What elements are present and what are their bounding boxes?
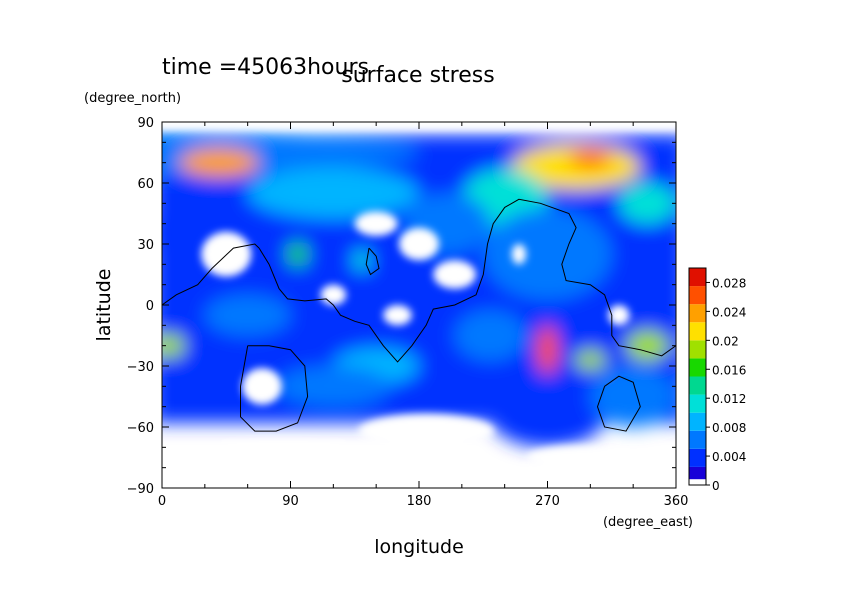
coastline bbox=[596, 375, 641, 432]
colorbar-band bbox=[689, 376, 706, 395]
colorbar-label: 0.028 bbox=[712, 276, 746, 290]
colorbar-frame bbox=[688, 267, 707, 486]
x-axis-label: longitude bbox=[374, 536, 464, 558]
missing-data-region bbox=[383, 305, 412, 326]
colorbar-band bbox=[689, 304, 706, 323]
colorbar-label: 0.024 bbox=[712, 305, 746, 319]
y-tick-label: 90 bbox=[137, 116, 154, 131]
missing-data-region bbox=[526, 445, 627, 470]
colorbar-label: 0.016 bbox=[712, 363, 746, 377]
coastline bbox=[162, 243, 260, 306]
missing-data-region bbox=[511, 244, 527, 265]
missing-data-region bbox=[354, 211, 398, 236]
colorbar-band bbox=[689, 412, 706, 431]
y-tick-label: −60 bbox=[127, 421, 154, 436]
missing-data-region bbox=[399, 227, 439, 261]
x-tick-label: 180 bbox=[407, 494, 432, 509]
missing-data-region bbox=[608, 305, 630, 326]
stress-blob bbox=[626, 330, 669, 361]
colorbar-band bbox=[689, 479, 706, 485]
x-tick-label: 270 bbox=[535, 494, 560, 509]
y-tick-label: 30 bbox=[137, 238, 154, 253]
coastlines bbox=[162, 198, 676, 432]
colorbar-band bbox=[689, 358, 706, 377]
y-axis-label: latitude bbox=[93, 269, 115, 342]
colorbar-band bbox=[689, 268, 706, 287]
stress-contours bbox=[162, 130, 676, 448]
heatmap-field bbox=[162, 122, 676, 488]
missing-data-region bbox=[162, 447, 248, 468]
stress-blob bbox=[568, 150, 612, 167]
stress-blob bbox=[247, 167, 419, 219]
stress-blob bbox=[204, 294, 291, 336]
missing-data-region bbox=[433, 260, 477, 289]
stress-blob bbox=[590, 366, 676, 427]
stress-blob bbox=[287, 241, 308, 267]
stress-blob bbox=[537, 325, 558, 375]
colorbar-label: 0 bbox=[712, 479, 720, 493]
y-tick-label: −30 bbox=[127, 360, 154, 375]
stress-blob bbox=[162, 333, 185, 358]
stress-blob bbox=[276, 366, 391, 407]
colorbar: 0 0.004 0.008 0.012 0.016 0.02 0.024 0.028 bbox=[688, 267, 746, 493]
stress-blob bbox=[483, 208, 612, 300]
colorbar-band bbox=[689, 286, 706, 305]
colorbar-band bbox=[689, 394, 706, 413]
colorbar-band bbox=[689, 340, 706, 359]
stress-blob bbox=[454, 310, 527, 361]
x-tick-label: 360 bbox=[664, 494, 689, 509]
colorbar-band bbox=[689, 430, 706, 449]
stress-blob bbox=[490, 386, 605, 448]
colorbar-band bbox=[689, 448, 706, 467]
missing-data-region bbox=[358, 413, 494, 449]
y-unit-label: (degree_north) bbox=[84, 91, 181, 106]
stress-blob bbox=[179, 148, 259, 177]
time-label: time =45063hours bbox=[162, 55, 369, 80]
missing-data-region bbox=[201, 231, 252, 277]
chart-title: surface stress bbox=[341, 63, 494, 88]
colorbar-band bbox=[689, 322, 706, 341]
stress-blob bbox=[574, 349, 607, 371]
missing-data-region bbox=[320, 284, 347, 306]
coastline bbox=[240, 345, 309, 432]
missing-data-region bbox=[241, 368, 282, 405]
colorbar-label: 0.004 bbox=[712, 450, 746, 464]
x-unit-label: (degree_east) bbox=[603, 515, 693, 530]
colorbar-band bbox=[689, 466, 706, 480]
colorbar-label: 0.012 bbox=[712, 392, 746, 406]
x-tick-label: 90 bbox=[282, 494, 299, 509]
coastline bbox=[258, 198, 676, 363]
stress-blob bbox=[618, 183, 676, 224]
colorbar-label: 0.008 bbox=[712, 421, 746, 435]
colorbar-label: 0.02 bbox=[712, 334, 739, 348]
axes: 0 90 180 270 360 90 60 30 0 −30 −60 −90 bbox=[127, 116, 689, 509]
y-tick-label: 0 bbox=[146, 299, 154, 314]
y-tick-label: −90 bbox=[127, 482, 154, 497]
x-tick-label: 0 bbox=[158, 494, 166, 509]
y-tick-label: 60 bbox=[137, 177, 154, 192]
coastline bbox=[365, 247, 380, 276]
